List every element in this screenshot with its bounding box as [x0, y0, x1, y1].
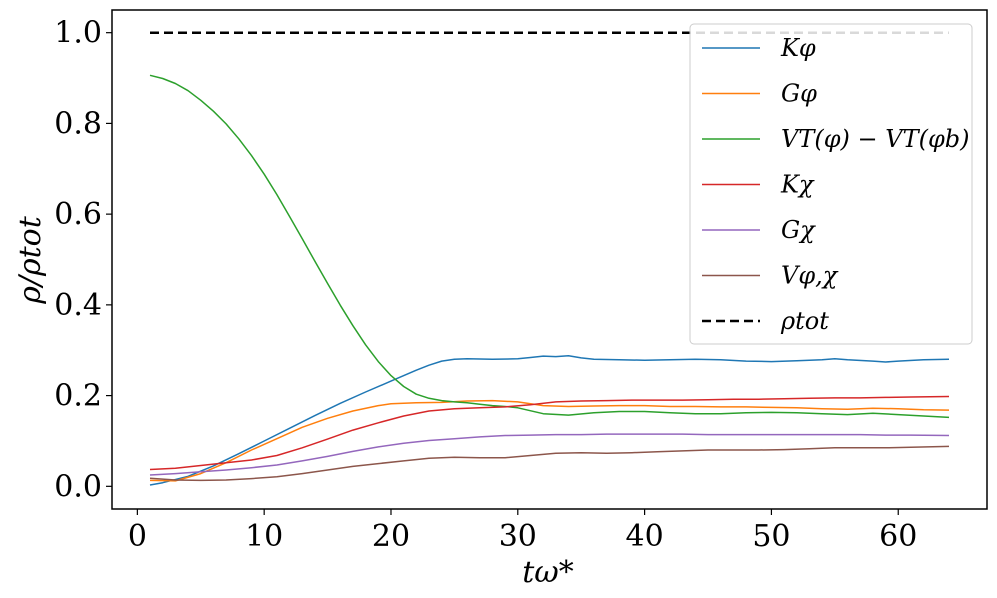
x-tick-label: 10 — [245, 519, 283, 554]
x-tick-label: 50 — [752, 519, 790, 554]
x-tick-label: 0 — [128, 519, 147, 554]
x-axis-label: tω* — [522, 555, 574, 590]
legend-label: Vφ,χ — [781, 262, 839, 290]
series-line-2 — [149, 74, 950, 419]
plot-frame — [111, 9, 988, 510]
x-tick-label: 40 — [626, 519, 664, 554]
legend-label: Gχ — [781, 216, 816, 244]
ticks-layer: 0 10 20 30 40 50 60 0.0 0.2 0.4 0.6 0.8 1.0 — [54, 16, 917, 554]
y-axis-label: ρ/ρtot — [13, 215, 48, 304]
legend: Kφ Gφ VT(φ) − VT(φb) Kχ Gχ Vφ,χ ρtot — [689, 23, 973, 345]
legend-label: VT(φ) − VT(φb) — [781, 125, 969, 153]
y-tick-label: 0.4 — [54, 288, 102, 323]
series-line-1 — [149, 399, 950, 482]
y-tick-label: 0.2 — [54, 379, 102, 414]
series-line-0 — [149, 354, 950, 486]
x-tick-label: 60 — [879, 519, 917, 554]
legend-label: Kφ — [780, 34, 816, 62]
series-line-5 — [149, 445, 950, 482]
legend-label: ρtot — [780, 307, 829, 335]
legend-label: Gφ — [781, 80, 817, 108]
x-tick-label: 20 — [372, 519, 410, 554]
legend-label: Kχ — [780, 171, 815, 199]
y-tick-label: 0.6 — [54, 197, 102, 232]
y-tick-label: 0.0 — [54, 469, 102, 504]
y-tick-label: 0.8 — [54, 106, 102, 141]
y-tick-label: 1.0 — [54, 16, 102, 51]
legend-box — [689, 23, 973, 345]
series-line-3 — [149, 395, 950, 471]
series-line-4 — [149, 433, 950, 476]
x-tick-label: 30 — [499, 519, 537, 554]
series-layer — [149, 31, 950, 486]
